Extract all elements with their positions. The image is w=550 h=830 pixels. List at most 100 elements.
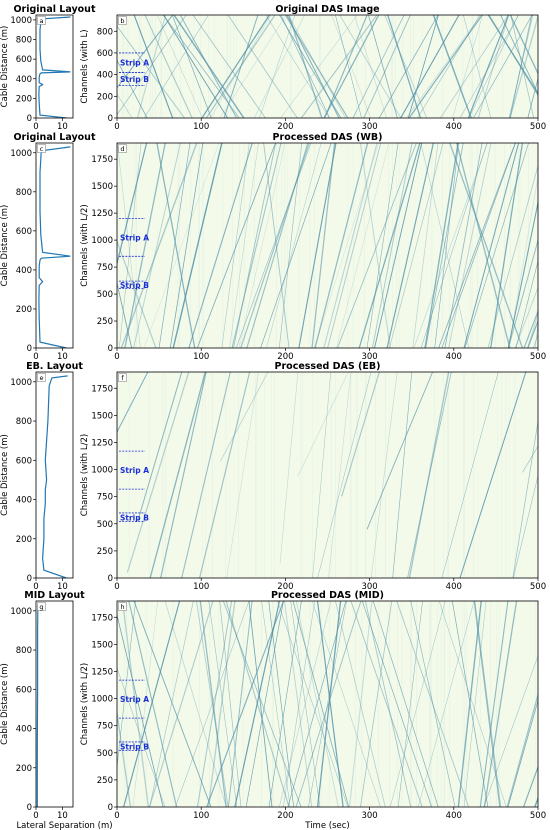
das-stripe <box>512 419 538 578</box>
das-stripe <box>410 601 456 807</box>
das-stripe <box>441 143 516 348</box>
das-stripe <box>300 15 378 118</box>
das-stripe <box>441 372 499 578</box>
das-stripe <box>457 601 482 807</box>
das-stripe <box>374 143 423 348</box>
strip-b-label: Strip B <box>120 75 149 84</box>
panel-letter-box <box>37 602 46 611</box>
panel-letter-box <box>37 16 46 25</box>
panel-letter-box <box>118 602 127 611</box>
das-stripe <box>133 143 181 348</box>
das-stripe <box>314 143 369 348</box>
x-tick-label: 10 <box>57 811 68 821</box>
das-stripe <box>196 143 276 348</box>
x-tick-label: 0 <box>33 122 38 132</box>
das-stripe <box>509 15 538 118</box>
layout-line <box>38 146 71 348</box>
y-tick-label: 1000 <box>10 378 32 388</box>
x-tick-label: 500 <box>530 582 546 592</box>
das-stripe <box>205 15 276 118</box>
das-stripe <box>507 200 538 348</box>
axes-frame <box>35 371 74 579</box>
x-tick-label: 200 <box>277 122 293 132</box>
y-tick-label: 600 <box>16 456 32 466</box>
x-tick-label: 400 <box>446 122 462 132</box>
das-stripe <box>158 143 191 348</box>
das-stripe <box>169 143 204 348</box>
y-tick-label: 0 <box>108 803 113 813</box>
das-traces <box>117 143 538 348</box>
y-axis-label: Cable Distance (m) <box>0 663 10 745</box>
layout-line <box>38 16 71 118</box>
das-stripe <box>117 667 166 807</box>
das-stripe <box>328 372 352 578</box>
y-tick-label: 600 <box>16 227 32 237</box>
das-stripe <box>448 143 492 348</box>
das-stripe <box>323 143 378 348</box>
das-stripe <box>487 15 538 94</box>
y-tick-label: 800 <box>16 417 32 427</box>
das-stripe <box>449 143 524 348</box>
y-tick-label: 600 <box>16 685 32 695</box>
x-tick-label: 0 <box>114 122 119 132</box>
y-axis-label: Channels (with L/2) <box>80 204 90 286</box>
das-stripe <box>473 601 501 807</box>
das-stripe <box>117 281 133 348</box>
x-tick-label: 100 <box>193 582 209 592</box>
layout-line <box>41 375 68 578</box>
das-stripe <box>229 143 259 348</box>
y-tick-label: 1000 <box>91 695 113 705</box>
das-stripe <box>370 372 398 578</box>
das-traces <box>117 601 538 807</box>
das-stripe <box>231 143 282 348</box>
panel-title: EB. Layout <box>26 361 83 372</box>
das-stripe <box>149 601 194 807</box>
das-stripe <box>219 601 242 807</box>
das-stripe <box>260 143 332 348</box>
das-stripe <box>164 601 227 807</box>
das-stripe <box>513 474 538 578</box>
panel-title: Processed DAS (MID) <box>271 590 384 601</box>
das-stripe <box>412 143 439 348</box>
das-stripe <box>192 15 266 118</box>
das-stripe <box>286 15 340 118</box>
das-stripe <box>463 143 520 348</box>
x-tick-label: 400 <box>446 811 462 821</box>
das-stripe <box>297 372 349 477</box>
das-stripe <box>120 143 198 348</box>
y-tick-label: 800 <box>97 27 113 37</box>
y-axis-label: Channels (with L/2) <box>80 434 90 516</box>
das-stripe <box>509 15 538 76</box>
x-tick-label: 400 <box>446 352 462 362</box>
das-stripe <box>117 143 141 348</box>
das-stripe <box>327 143 382 348</box>
das-stripe <box>259 15 296 118</box>
das-stripe <box>378 15 439 118</box>
y-tick-label: 250 <box>97 547 113 557</box>
das-stripe <box>199 601 227 807</box>
x-tick-label: 100 <box>193 811 209 821</box>
plot-area <box>36 372 73 578</box>
axes-frame <box>116 142 539 349</box>
das-stripe <box>261 601 291 807</box>
das-stripe <box>175 601 250 807</box>
y-tick-label: 1750 <box>91 384 113 394</box>
das-stripe <box>143 143 220 348</box>
y-tick-label: 1000 <box>91 466 113 476</box>
y-tick-label: 400 <box>16 75 32 85</box>
das-stripe <box>234 601 281 807</box>
das-stripe <box>408 15 483 118</box>
das-stripe <box>295 601 362 807</box>
y-tick-label: 1250 <box>91 209 113 219</box>
das-stripe <box>488 15 538 97</box>
das-stripe <box>366 143 399 348</box>
das-stripe <box>316 601 344 807</box>
panel-letter-box <box>118 16 127 25</box>
x-tick-label: 10 <box>57 122 68 132</box>
das-stripe <box>483 601 518 807</box>
das-stripe <box>219 372 269 462</box>
das-stripe <box>523 309 538 348</box>
das-stripe <box>277 601 348 807</box>
das-stripe <box>172 143 223 348</box>
